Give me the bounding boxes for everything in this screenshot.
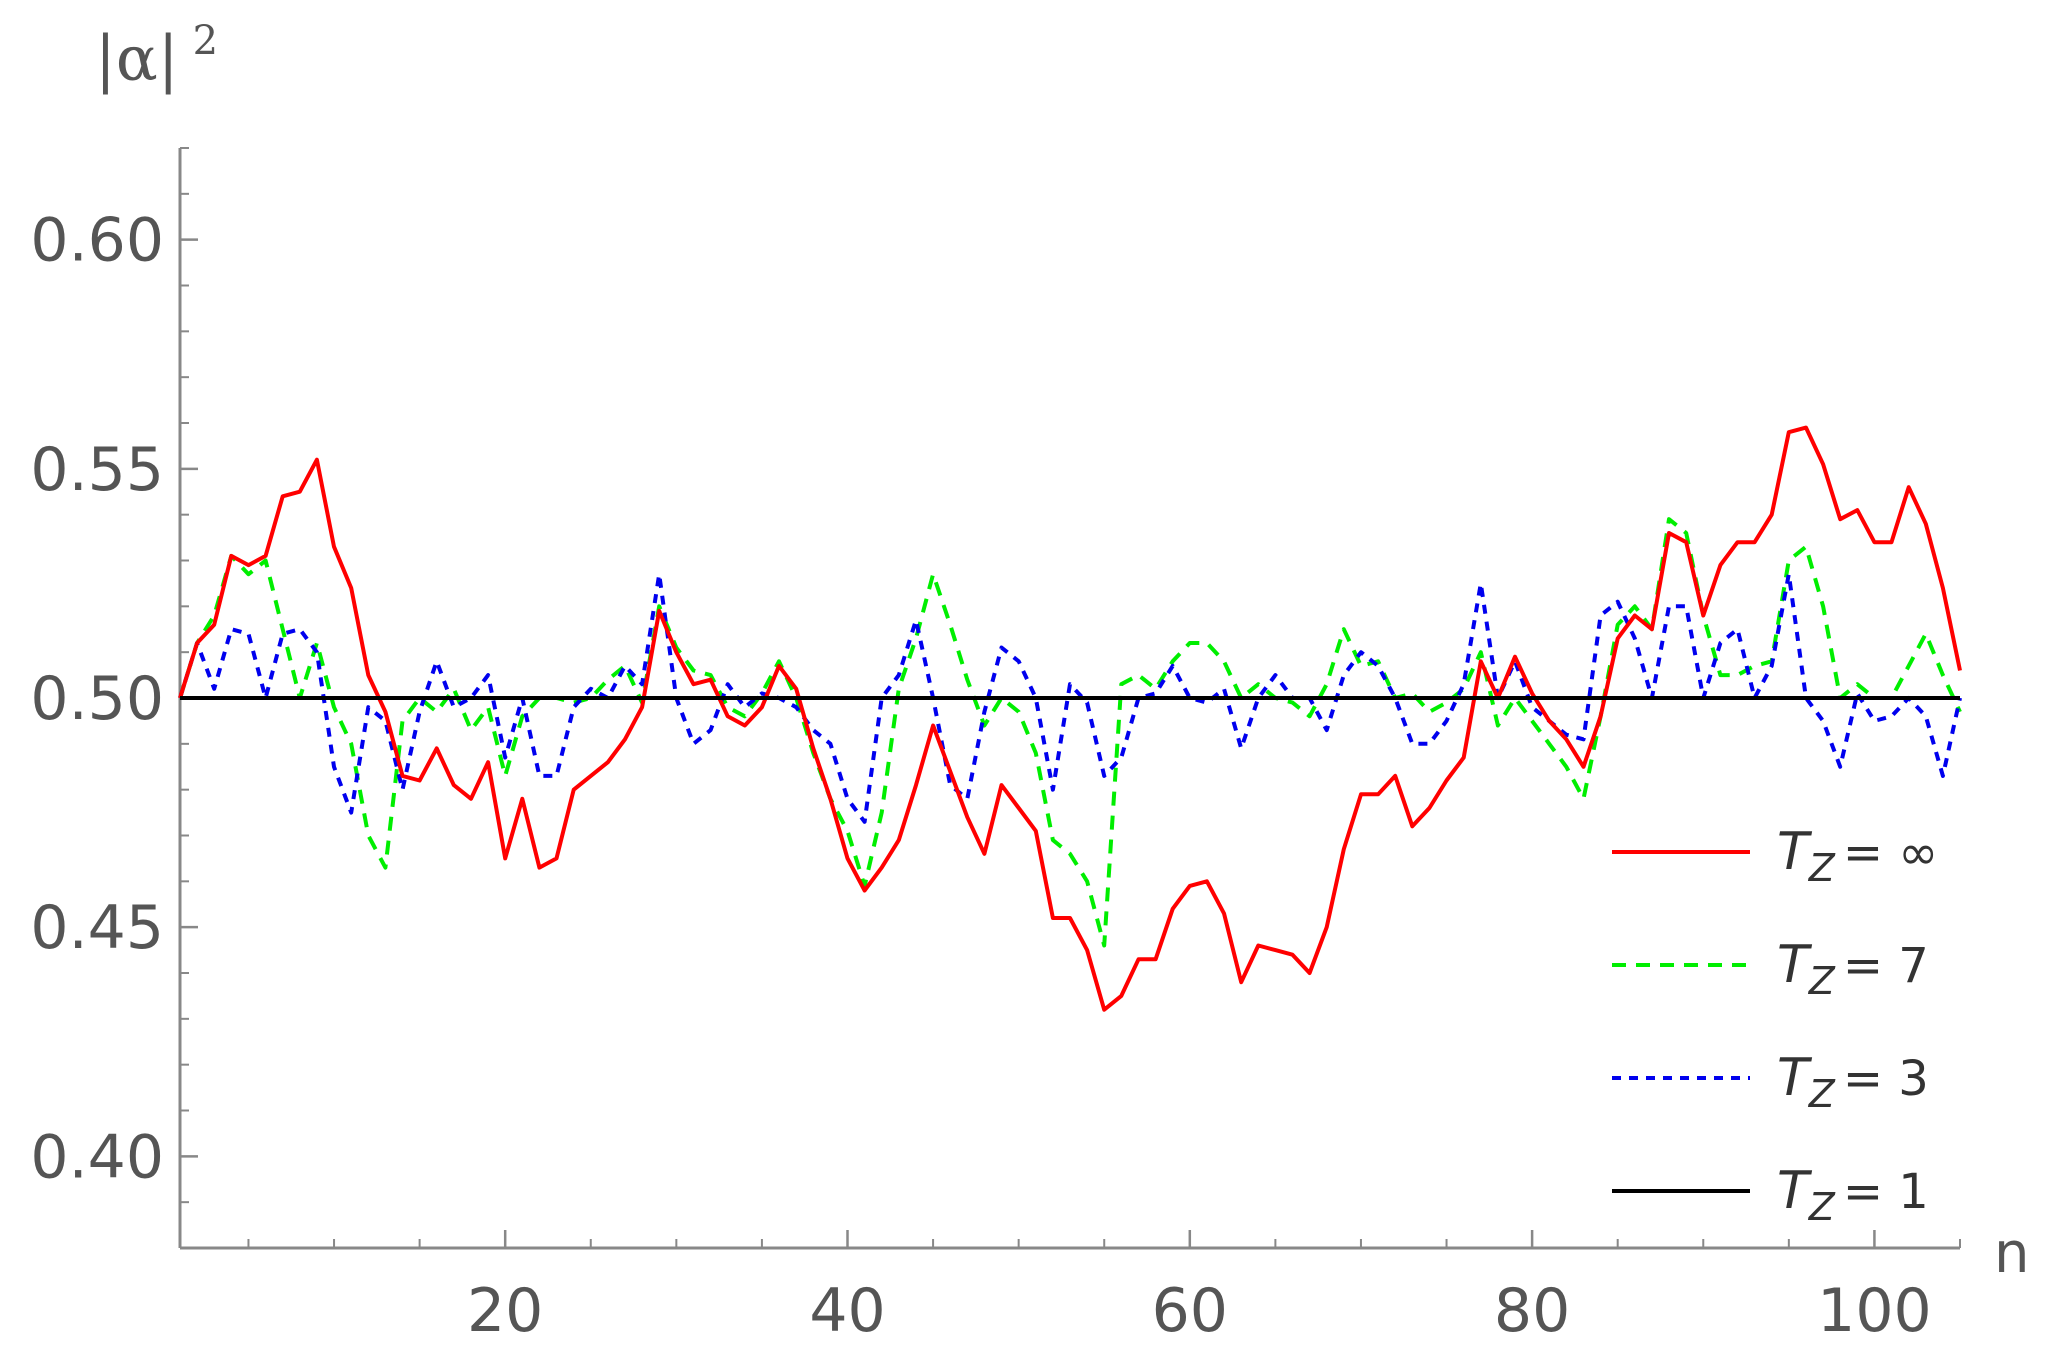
x-tick-label: 60 — [1152, 1276, 1228, 1346]
series-line-1 — [178, 517, 1962, 948]
series-line-0 — [178, 425, 1962, 1012]
x-tick-label: 40 — [809, 1276, 885, 1346]
legend: TZ = ∞ TZ = 7 TZ = 3 TZ = 1 — [1612, 822, 1938, 1229]
tick-labels: 20 40 60 80 100 0.40 0.45 0.50 0.55 0.60 — [30, 206, 1931, 1346]
y-tick-label: 0.55 — [30, 435, 164, 505]
y-axis-title: |α| 2 — [95, 18, 218, 95]
series-layer — [178, 425, 1962, 1012]
legend-label-0: TZ = ∞ — [1777, 822, 1938, 890]
series-line-2 — [178, 572, 1962, 824]
y-tick-label: 0.50 — [30, 664, 164, 734]
x-tick-label: 100 — [1817, 1276, 1932, 1346]
x-axis-title: n — [1994, 1221, 2030, 1286]
x-tick-label: 20 — [467, 1276, 543, 1346]
legend-label-3: TZ = 1 — [1777, 1161, 1929, 1229]
legend-label-1: TZ = 7 — [1777, 935, 1929, 1003]
y-tick-label: 0.45 — [30, 893, 164, 963]
y-axis-title-exponent: 2 — [193, 18, 218, 64]
x-tick-label: 80 — [1494, 1276, 1570, 1346]
legend-label-2: TZ = 3 — [1777, 1048, 1929, 1116]
y-axis-title-base: |α| — [95, 22, 179, 95]
axes — [178, 147, 1961, 1250]
y-tick-label: 0.60 — [30, 206, 164, 276]
y-tick-label: 0.40 — [30, 1122, 164, 1192]
